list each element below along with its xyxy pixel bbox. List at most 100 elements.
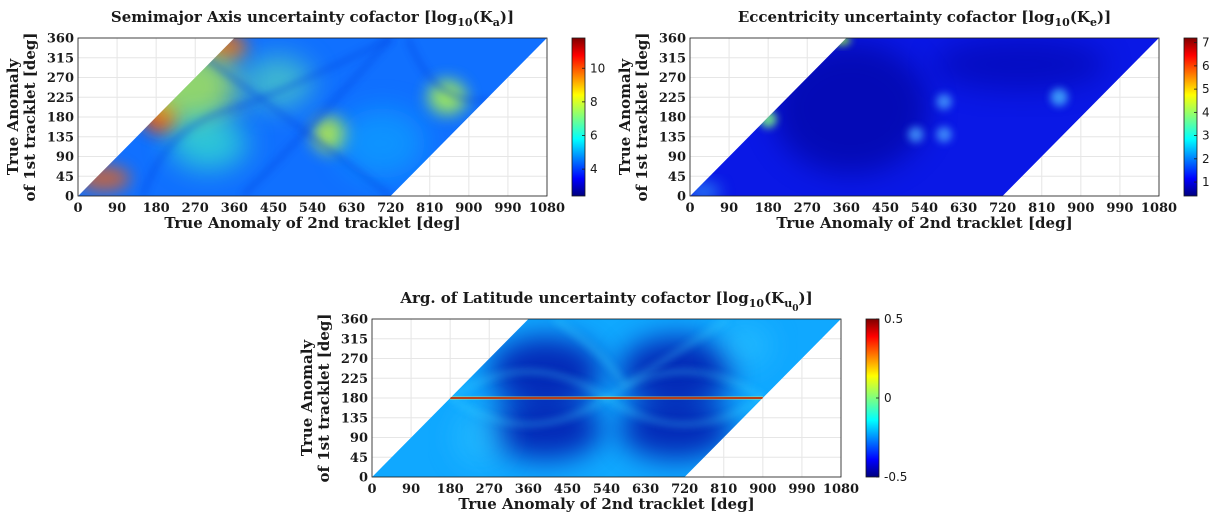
x-tick-label: 360	[515, 482, 542, 497]
chart-title: Semimajor Axis uncertainty cofactor [log…	[111, 8, 514, 29]
x-tick-label: 630	[632, 482, 659, 497]
x-tick-label: 810	[710, 482, 737, 497]
heatmap-contour	[553, 319, 626, 386]
colorbar-tick-label: -0.5	[884, 470, 907, 484]
y-tick-label: 315	[47, 51, 74, 66]
x-tick-label: 990	[494, 201, 521, 216]
x-tick-label: 0	[685, 201, 694, 216]
x-tick-label: 180	[143, 201, 170, 216]
colorbar-tick-label: 7	[1202, 36, 1210, 50]
x-axis-label: True Anomaly of 2nd tracklet [deg]	[164, 214, 460, 232]
y-tick-label: 270	[659, 71, 686, 86]
x-tick-label: 720	[671, 482, 698, 497]
y-tick-label: 180	[341, 392, 368, 407]
x-tick-label: 180	[755, 201, 782, 216]
y-tick-label: 90	[668, 150, 686, 165]
x-tick-label: 0	[73, 201, 82, 216]
heatmap-feature	[690, 182, 721, 196]
y-axis-label-line1: True Anomaly	[298, 339, 316, 456]
y-axis-label: True Anomaly of 1st tracklet [deg]	[4, 33, 39, 202]
x-tick-label: 450	[872, 201, 899, 216]
y-axis-label: True Anomaly of 1st tracklet [deg]	[298, 314, 333, 483]
heatmap-feature	[1050, 88, 1068, 107]
colorbar-tick-label: 6	[590, 128, 598, 142]
chart-panel: 0 90 180 270 360 450 540 630 720 810 900 990 1080045…	[298, 289, 907, 513]
heatmap-feature	[78, 165, 131, 192]
colorbar-tick-label: 4	[590, 162, 598, 176]
x-axis-label: True Anomaly of 2nd tracklet [deg]	[776, 214, 1072, 232]
y-tick-label: 0	[359, 471, 368, 486]
y-tick-label: 360	[659, 32, 686, 47]
heatmap-contour	[241, 38, 392, 196]
heatmap-contour	[233, 38, 392, 110]
x-tick-label: 1080	[529, 201, 565, 216]
x-tick-label: 540	[911, 201, 938, 216]
x-tick-label: 540	[593, 482, 620, 497]
heatmap-contour	[141, 106, 235, 196]
x-tick-label: 810	[1028, 201, 1055, 216]
y-tick-label: 270	[341, 352, 368, 367]
y-axis-label-line1: True Anomaly	[616, 58, 634, 175]
heatmap-contour	[605, 396, 764, 426]
colorbar	[1183, 37, 1198, 197]
heatmap-feature	[134, 46, 239, 126]
heatmap-feature	[936, 126, 952, 143]
heatmap-contour	[449, 370, 608, 400]
y-tick-label: 135	[659, 130, 686, 145]
x-tick-label: 630	[338, 201, 365, 216]
chart-title: Arg. of Latitude uncertainty cofactor [l…	[399, 289, 812, 314]
x-tick-label: 720	[377, 201, 404, 216]
x-tick-label: 900	[455, 201, 482, 216]
chart-title: Eccentricity uncertainty cofactor [log10…	[738, 8, 1111, 29]
y-tick-label: 90	[56, 150, 74, 165]
x-tick-label: 360	[221, 201, 248, 216]
x-tick-label: 90	[402, 482, 420, 497]
heatmap-feature	[936, 93, 952, 110]
x-tick-label: 270	[476, 482, 503, 497]
heatmap-feature	[489, 398, 603, 460]
heatmap-feature	[454, 411, 507, 464]
colorbar-tick-label: 0	[884, 391, 892, 405]
heatmap-feature	[169, 116, 248, 170]
chart-panel: 0 90 180 270 360 450 540 630 720 810 900 990 1080045…	[616, 8, 1210, 232]
y-tick-label: 360	[341, 313, 368, 328]
x-tick-label: 900	[1067, 201, 1094, 216]
y-tick-label: 0	[677, 190, 686, 205]
heatmap-contour	[623, 319, 729, 387]
y-tick-label: 90	[350, 431, 368, 446]
x-tick-label: 270	[182, 201, 209, 216]
heatmap-feature	[427, 79, 467, 115]
x-tick-label: 0	[367, 482, 376, 497]
y-tick-label: 135	[341, 411, 368, 426]
x-tick-label: 720	[989, 201, 1016, 216]
colorbar-tick-label: 4	[1202, 105, 1210, 119]
y-tick-label: 225	[341, 372, 368, 387]
y-tick-label: 180	[659, 111, 686, 126]
y-tick-label: 45	[350, 451, 368, 466]
y-axis-label: True Anomaly of 1st tracklet [deg]	[616, 33, 651, 202]
colorbar-tick-label: 0.5	[884, 312, 903, 326]
heatmap-feature	[907, 126, 924, 143]
x-tick-label: 270	[794, 201, 821, 216]
x-tick-label: 810	[416, 201, 443, 216]
colorbar-tick-label: 5	[1202, 82, 1210, 96]
y-tick-label: 180	[47, 111, 74, 126]
x-tick-label: 630	[950, 201, 977, 216]
heatmap-feature	[933, 38, 1107, 91]
colorbar-tick-label: 2	[1202, 152, 1210, 166]
x-tick-label: 90	[108, 201, 126, 216]
heatmap-feature	[619, 398, 733, 460]
x-tick-label: 990	[1106, 201, 1133, 216]
colorbar-tick-label: 3	[1202, 129, 1210, 143]
x-tick-label: 360	[833, 201, 860, 216]
colorbar-tick-label: 8	[590, 95, 598, 109]
y-tick-label: 270	[47, 71, 74, 86]
heatmap-feature	[772, 42, 929, 175]
heatmap-feature	[719, 323, 772, 368]
x-tick-label: 450	[554, 482, 581, 497]
y-tick-label: 315	[659, 51, 686, 66]
heatmap-feature	[243, 55, 313, 109]
y-tick-label: 45	[668, 170, 686, 185]
x-tick-label: 540	[299, 201, 326, 216]
